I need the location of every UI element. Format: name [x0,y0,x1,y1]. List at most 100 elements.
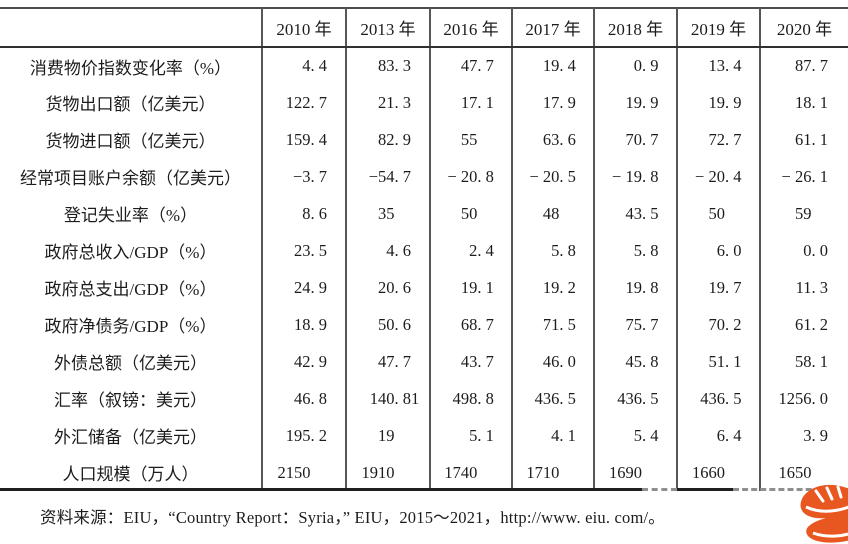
fraction-part: . 2 [310,425,328,445]
fraction-part: . 9 [641,92,659,112]
integer-part: 436 [617,388,642,408]
integer-part: 0 [803,240,812,260]
data-cell: 2150 [262,454,347,491]
data-cell: 3. 9 [760,417,848,454]
fraction-part [477,204,511,224]
cell-value: 4. 4 [263,56,345,76]
row-label: 经常项目账户余额（亿美元） [0,158,263,195]
fraction-part: . 6 [394,240,412,260]
fraction-part: . 4 [310,56,328,75]
data-cell: 6. 0 [677,232,761,269]
fraction-part: . 1 [811,351,828,371]
fraction-part: . 1 [477,277,494,297]
cell-value: 5. 4 [595,426,676,446]
cell-value: 35 [347,204,429,224]
integer-part: 87 [794,56,812,75]
fraction-part [395,204,429,224]
integer-part: −54 [368,166,395,186]
table-row: 货物出口额（亿美元） 122. 7 21. 3 17. 1 17. 9 19. 9 19. … [0,84,848,121]
integer-part: 47 [378,351,395,371]
integer-part: 1710 [526,462,560,482]
cell-value: 1690 [595,463,676,483]
fraction-part: . 6 [394,277,412,297]
data-cell: 1740 [430,454,513,491]
cell-value: − 20. 5 [513,167,593,187]
cell-value: 19. 8 [595,278,676,298]
cell-value: 68. 7 [431,315,511,335]
cell-value: 46. 0 [513,352,593,372]
integer-part: 195 [285,425,311,445]
data-cell: 436. 5 [677,380,761,417]
integer-part: 19 [460,277,478,297]
cell-value: 43. 5 [595,204,676,224]
fraction-part: . 9 [310,351,328,371]
data-cell: 18. 1 [760,84,848,121]
cell-value: 6. 0 [678,241,759,261]
fraction-part: . 5 [559,388,576,408]
integer-part: 83 [378,56,395,75]
cell-value: 19. 9 [678,93,759,113]
integer-part: 436 [534,388,560,408]
cell-value: − 19. 8 [595,167,676,187]
data-cell: 140. 81 [346,380,431,417]
cell-value: 19 [347,426,429,446]
integer-part: 43 [460,351,478,371]
cell-value: 58. 1 [761,352,848,372]
cell-value: 0. 0 [761,241,848,261]
integer-part: 498 [452,388,478,408]
fraction-part: . 3 [394,92,412,112]
data-cell: 1710 [512,454,595,491]
fraction-part: . 9 [811,425,828,445]
row-label: 外债总额（亿美元） [0,343,263,380]
fraction-part: . 6 [394,314,412,334]
data-cell: 47. 7 [430,47,513,84]
fraction-part: . 5 [559,314,576,334]
integer-part: 63 [542,129,560,149]
cell-value: 20. 6 [347,278,429,298]
fraction-part: . 2 [724,314,742,334]
fraction-part: . 4 [724,166,742,186]
fraction-part [559,204,593,224]
fraction-part: . 9 [310,314,328,334]
data-cell: 58. 1 [760,343,848,380]
data-cell: 70. 2 [677,306,761,343]
fraction-part: . 5 [641,203,659,223]
fraction-part: . 7 [724,129,742,149]
data-cell: 6. 4 [677,417,761,454]
integer-part: 47 [460,56,478,75]
data-cell: 43. 5 [594,195,678,232]
fraction-part: . 5 [641,388,659,408]
data-cell: − 26. 1 [760,158,848,195]
data-cell: −3. 7 [262,158,347,195]
integer-part: 1690 [608,462,642,482]
fraction-part: . 6 [559,129,576,149]
bottom-rule-solid-segment [0,488,642,491]
fraction-part: . 7 [641,129,659,149]
integer-part: 19 [378,425,395,445]
cell-value: 6. 4 [678,426,759,446]
fraction-part [311,463,345,483]
row-label: 政府总收入/GDP（%） [0,232,263,269]
integer-part: 19 [708,92,725,112]
cell-value: 13. 4 [678,56,759,76]
cell-value: 75. 7 [595,315,676,335]
data-cell: − 20. 5 [512,158,595,195]
bottom-rule-dashed-segment [642,488,677,491]
fraction-part: . 1 [811,166,828,186]
table-wrap: 2010 年 2013 年 2016 年 2017 年 2018 年 2019 年 2020… [0,7,848,491]
integer-part: 68 [460,314,478,334]
cell-value: 55 [431,130,511,150]
data-cell: 19. 1 [430,269,513,306]
data-cell: 17. 1 [430,84,513,121]
data-cell: 13. 4 [677,47,761,84]
bottom-rule-solid-segment [677,488,733,491]
integer-part: 11 [795,277,812,297]
cell-value: 3. 9 [761,426,848,446]
cell-value: 1910 [347,463,429,483]
year-column-header: 2013 年 [346,7,431,48]
integer-part: − 20 [695,166,725,186]
fraction-part: . 1 [477,92,494,112]
row-label: 政府总支出/GDP（%） [0,269,263,306]
